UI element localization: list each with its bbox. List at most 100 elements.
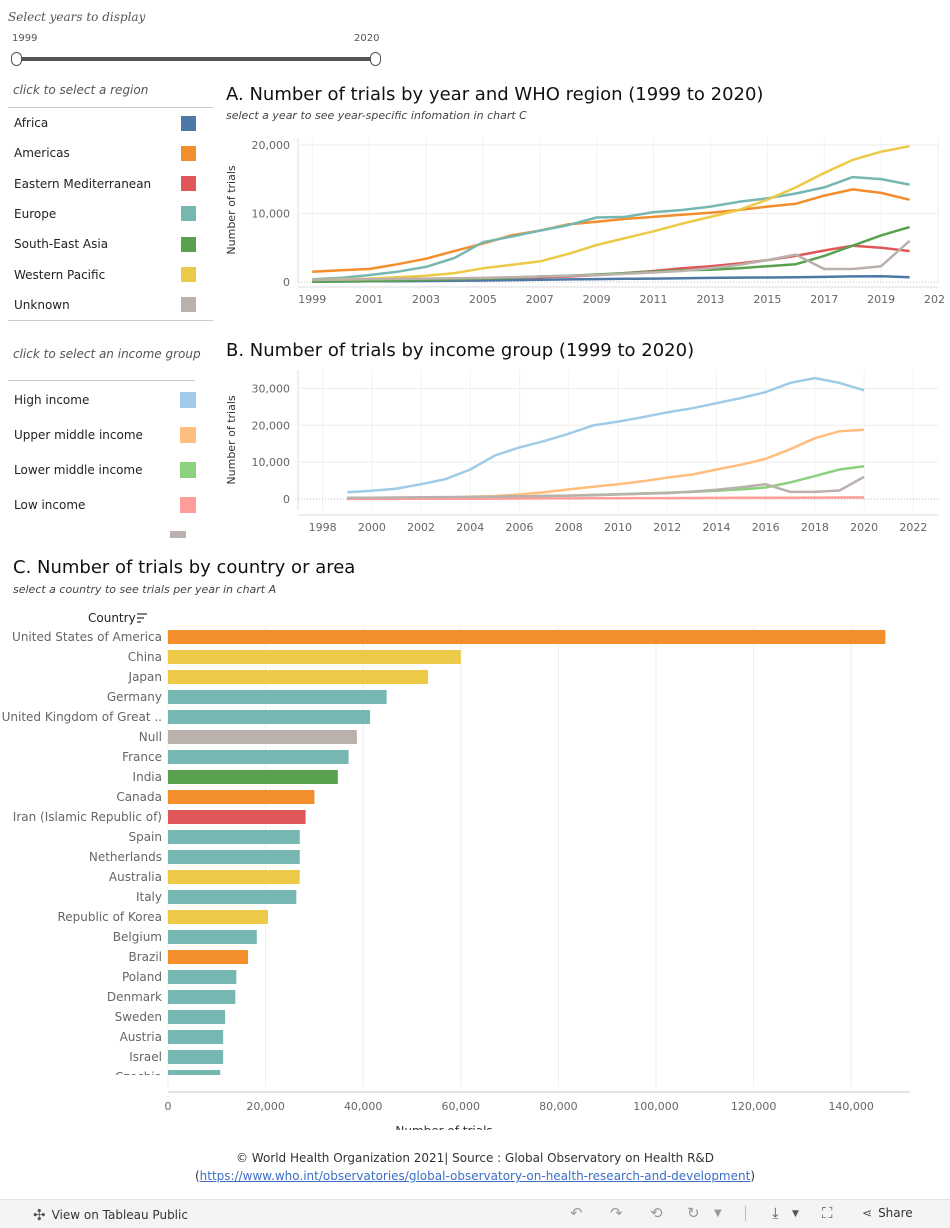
bar-france[interactable] <box>168 750 349 764</box>
bar-republic-of-korea[interactable] <box>168 910 269 924</box>
income-legend-item-high-income[interactable]: High income <box>8 385 208 415</box>
country-label[interactable]: France <box>122 750 162 764</box>
country-label[interactable]: Republic of Korea <box>57 910 162 924</box>
region-legend-item-south-east-asia[interactable]: South-East Asia <box>8 229 208 259</box>
region-legend-color-swatch <box>181 145 196 161</box>
country-label[interactable]: Brazil <box>129 950 163 964</box>
bar-denmark[interactable] <box>168 990 236 1004</box>
region-legend-item-americas[interactable]: Americas <box>8 138 208 168</box>
country-label[interactable]: Spain <box>128 830 162 844</box>
chart-c-plot[interactable]: 0 20,000 40,000 60,000 80,000 100,000 120,000 1… <box>0 605 940 1130</box>
bar-israel[interactable] <box>168 1050 224 1064</box>
income-legend-color-swatch <box>180 462 196 478</box>
y-axis-title: Number of trials <box>225 165 238 254</box>
country-label[interactable]: Iran (Islamic Republic of) <box>13 810 162 824</box>
footer-source: © World Health Organization 2021| Source… <box>235 1151 715 1165</box>
footer-paren-close: ) <box>750 1169 756 1183</box>
view-on-tableau-button[interactable]: ✣ View on Tableau Public <box>33 1206 188 1224</box>
income-legend-item-low-income[interactable]: Low income <box>8 490 208 520</box>
income-legend-item-lower-middle-income[interactable]: Lower middle income <box>8 455 208 485</box>
bar-canada[interactable] <box>168 790 315 804</box>
region-legend-item-africa[interactable]: Africa <box>8 108 208 138</box>
region-legend-item-unknown[interactable]: Unknown <box>8 290 208 320</box>
country-label[interactable]: China <box>128 650 162 664</box>
bar-spain[interactable] <box>168 830 300 844</box>
bar-austria[interactable] <box>168 1030 224 1044</box>
revert-icon[interactable]: ⟲ <box>650 1204 663 1222</box>
bar-null[interactable] <box>168 730 357 744</box>
undo-icon[interactable]: ↶ <box>570 1204 583 1222</box>
x-tick-label: 2015 <box>753 293 781 306</box>
refresh-dropdown-icon[interactable]: ▼ <box>714 1208 722 1219</box>
share-button[interactable]: ⋖ Share <box>862 1206 913 1220</box>
income-legend-item-upper-middle-income[interactable]: Upper middle income <box>8 420 208 450</box>
bar-brazil[interactable] <box>168 950 249 964</box>
bar-czechia[interactable] <box>168 1070 221 1084</box>
download-dropdown-icon[interactable]: ▼ <box>792 1209 799 1219</box>
bar-sweden[interactable] <box>168 1010 226 1024</box>
region-legend-item-label: Europe <box>14 206 57 221</box>
x-tick-label: 80,000 <box>539 1100 578 1113</box>
series-line-unknown <box>312 239 911 282</box>
x-tick-label: 2002 <box>407 521 435 534</box>
country-label[interactable]: Germany <box>107 690 162 704</box>
download-icon[interactable]: ⤓ <box>772 1204 779 1222</box>
country-label[interactable]: Netherlands <box>89 850 162 864</box>
country-label[interactable]: Israel <box>129 1050 162 1064</box>
x-tick-label: 40,000 <box>344 1100 383 1113</box>
redo-icon[interactable]: ↷ <box>610 1204 623 1222</box>
bar-netherlands[interactable] <box>168 850 300 864</box>
slider-max-handle[interactable] <box>370 52 381 66</box>
income-legend-divider <box>8 380 195 381</box>
country-label[interactable]: Sweden <box>115 1010 162 1024</box>
country-label[interactable]: Poland <box>122 970 162 984</box>
country-label[interactable]: United States of America <box>12 630 162 644</box>
bar-germany[interactable] <box>168 690 387 704</box>
bar-belgium[interactable] <box>168 930 257 944</box>
region-legend-color-swatch <box>181 176 196 192</box>
chart-b-plot[interactable]: 1998 2000 2002 2004 2006 2008 2010 2012 2014 2016… <box>220 365 945 535</box>
bar-united-kingdom-of-great-[interactable] <box>168 710 371 724</box>
x-tick-label: 2008 <box>555 521 583 534</box>
x-tick-label: 2003 <box>412 293 440 306</box>
country-label[interactable]: Belgium <box>113 930 162 944</box>
income-legend-color-swatch <box>180 392 196 408</box>
refresh-icon[interactable]: ↻ <box>687 1204 700 1222</box>
country-label[interactable]: United Kingdom of Great .. <box>2 710 162 724</box>
country-label[interactable]: Austria <box>120 1030 162 1044</box>
y-tick-label: 30,000 <box>252 382 291 395</box>
bar-australia[interactable] <box>168 870 300 884</box>
bar-united-states-of-america[interactable] <box>168 630 886 644</box>
chart-a-subtitle: select a year to see year-specific infom… <box>226 109 527 122</box>
year-slider-track[interactable] <box>16 57 376 61</box>
x-tick-label: 2005 <box>469 293 497 306</box>
slider-min-handle[interactable] <box>11 52 22 66</box>
bar-india[interactable] <box>168 770 338 784</box>
country-label[interactable]: Denmark <box>107 990 162 1004</box>
series-line-upper-middle-income <box>347 428 865 500</box>
footer-link[interactable]: https://www.who.int/observatories/global… <box>199 1169 751 1183</box>
x-tick-label: 2004 <box>456 521 484 534</box>
bar-italy[interactable] <box>168 890 297 904</box>
country-label[interactable]: Czechia <box>115 1070 162 1084</box>
region-legend-item-eastern-mediterranean[interactable]: Eastern Mediterranean <box>8 169 208 199</box>
country-label[interactable]: Australia <box>109 870 162 884</box>
country-label[interactable]: Null <box>139 730 162 744</box>
chart-a-plot[interactable]: 1999 2001 2003 2005 2007 2009 2011 2013 2015 2017… <box>220 130 945 325</box>
bar-poland[interactable] <box>168 970 237 984</box>
x-tick-label: 120,000 <box>731 1100 777 1113</box>
x-tick-label: 60,000 <box>442 1100 481 1113</box>
chart-a-title: A. Number of trials by year and WHO regi… <box>226 84 764 105</box>
bar-japan[interactable] <box>168 670 429 684</box>
country-label[interactable]: India <box>133 770 162 784</box>
country-label[interactable]: Italy <box>136 890 162 904</box>
country-label[interactable]: Japan <box>128 670 162 684</box>
fullscreen-icon[interactable]: ⛶ <box>822 1204 833 1222</box>
country-label[interactable]: Canada <box>116 790 162 804</box>
bar-iran-islamic-republic-of-[interactable] <box>168 810 306 824</box>
region-legend-item-western-pacific[interactable]: Western Pacific <box>8 260 208 290</box>
bar-china[interactable] <box>168 650 461 664</box>
income-legend-color-swatch <box>180 497 196 513</box>
region-legend-item-europe[interactable]: Europe <box>8 199 208 229</box>
footer-link-line: (https://www.who.int/observatories/globa… <box>0 1169 950 1183</box>
